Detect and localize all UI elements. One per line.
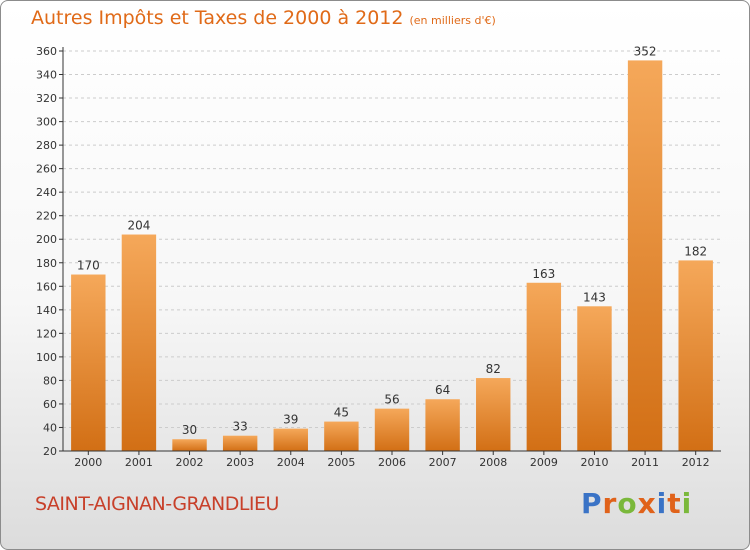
x-tick-label: 2005 (327, 456, 355, 469)
proxiti-logo[interactable]: Proxiti (581, 487, 692, 520)
data-label-2011: 352 (634, 44, 657, 58)
data-label-2012: 182 (684, 244, 707, 258)
x-tick-label: 2001 (125, 456, 153, 469)
data-labels: 170 204 30 33 39 45 56 64 82 163 143 352 182 (77, 44, 707, 437)
bar-2002 (172, 439, 207, 451)
bar-2010 (577, 306, 612, 451)
y-tick-label: 160 (36, 280, 57, 293)
bar-2006 (374, 408, 410, 451)
y-tick-label: 80 (43, 374, 57, 387)
bar-2000 (71, 274, 106, 451)
x-tick-label: 2006 (378, 456, 406, 469)
data-label-2006: 56 (384, 393, 399, 407)
y-tick-label: 260 (36, 163, 57, 176)
logo-letter: t (667, 487, 682, 520)
y-tick-label: 60 (43, 398, 57, 411)
logo-letter: r (602, 487, 618, 520)
y-tick-label: 120 (36, 327, 57, 340)
x-tick-label: 2010 (580, 456, 608, 469)
x-tick-label: 2008 (479, 456, 507, 469)
x-tick-label: 2004 (277, 456, 305, 469)
data-label-2008: 82 (486, 362, 501, 376)
x-tick-label: 2009 (530, 456, 558, 469)
y-tick-label: 240 (36, 186, 57, 199)
commune-name: SAINT-AIGNAN-GRANDLIEU (35, 493, 279, 515)
bar-2004 (273, 428, 308, 451)
data-label-2010: 143 (583, 290, 606, 304)
y-axis-ticks: 20 40 60 80 100 120 140 160 180 200 220 240 260 280 30… (36, 45, 63, 458)
y-tick-label: 180 (36, 257, 57, 270)
y-tick-label: 360 (36, 45, 57, 58)
x-tick-label: 2000 (74, 456, 102, 469)
y-tick-label: 220 (36, 210, 57, 223)
data-label-2005: 45 (334, 406, 349, 420)
logo-letter: P (581, 487, 603, 520)
y-tick-label: 280 (36, 139, 57, 152)
data-label-2000: 170 (77, 259, 100, 273)
x-tick-label: 2003 (226, 456, 254, 469)
axes (62, 47, 721, 452)
y-tick-label: 20 (43, 445, 57, 458)
x-axis-ticks: 2000 2001 2002 2003 2004 2005 2006 2007 2008 2009… (74, 451, 710, 469)
logo-letter: o (617, 487, 638, 520)
x-tick-label: 2012 (682, 456, 710, 469)
bars (71, 60, 713, 451)
bar-2008 (476, 378, 511, 451)
bar-2012 (678, 260, 713, 451)
bar-2009 (526, 282, 562, 451)
y-tick-label: 100 (36, 351, 57, 364)
x-tick-label: 2011 (631, 456, 659, 469)
chart-title: Autres Impôts et Taxes de 2000 à 2012 (en… (31, 7, 496, 29)
data-label-2004: 39 (283, 413, 298, 427)
y-tick-label: 340 (36, 69, 57, 82)
y-tick-label: 200 (36, 233, 57, 246)
y-tick-label: 40 (43, 421, 57, 434)
chart-title-text: Autres Impôts et Taxes de 2000 à 2012 (31, 7, 404, 29)
grid-lines (63, 50, 721, 452)
bar-2001 (121, 234, 157, 451)
logo-letter: i (681, 487, 693, 520)
x-tick-label: 2002 (176, 456, 204, 469)
data-label-2009: 163 (532, 267, 555, 281)
data-label-2001: 204 (127, 219, 150, 233)
logo-letter: i (656, 487, 668, 520)
bar-2011 (627, 60, 663, 451)
data-label-2003: 33 (233, 420, 248, 434)
chart-subtitle: (en milliers d'€) (409, 14, 496, 27)
x-tick-label: 2007 (429, 456, 457, 469)
y-tick-label: 300 (36, 116, 57, 129)
y-tick-label: 320 (36, 92, 57, 105)
bar-2003 (222, 435, 258, 451)
data-label-2007: 64 (435, 383, 450, 397)
bar-2007 (425, 399, 460, 451)
y-tick-label: 140 (36, 304, 57, 317)
logo-letter: x (637, 487, 657, 520)
data-label-2002: 30 (182, 423, 197, 437)
bar-2005 (324, 421, 359, 451)
